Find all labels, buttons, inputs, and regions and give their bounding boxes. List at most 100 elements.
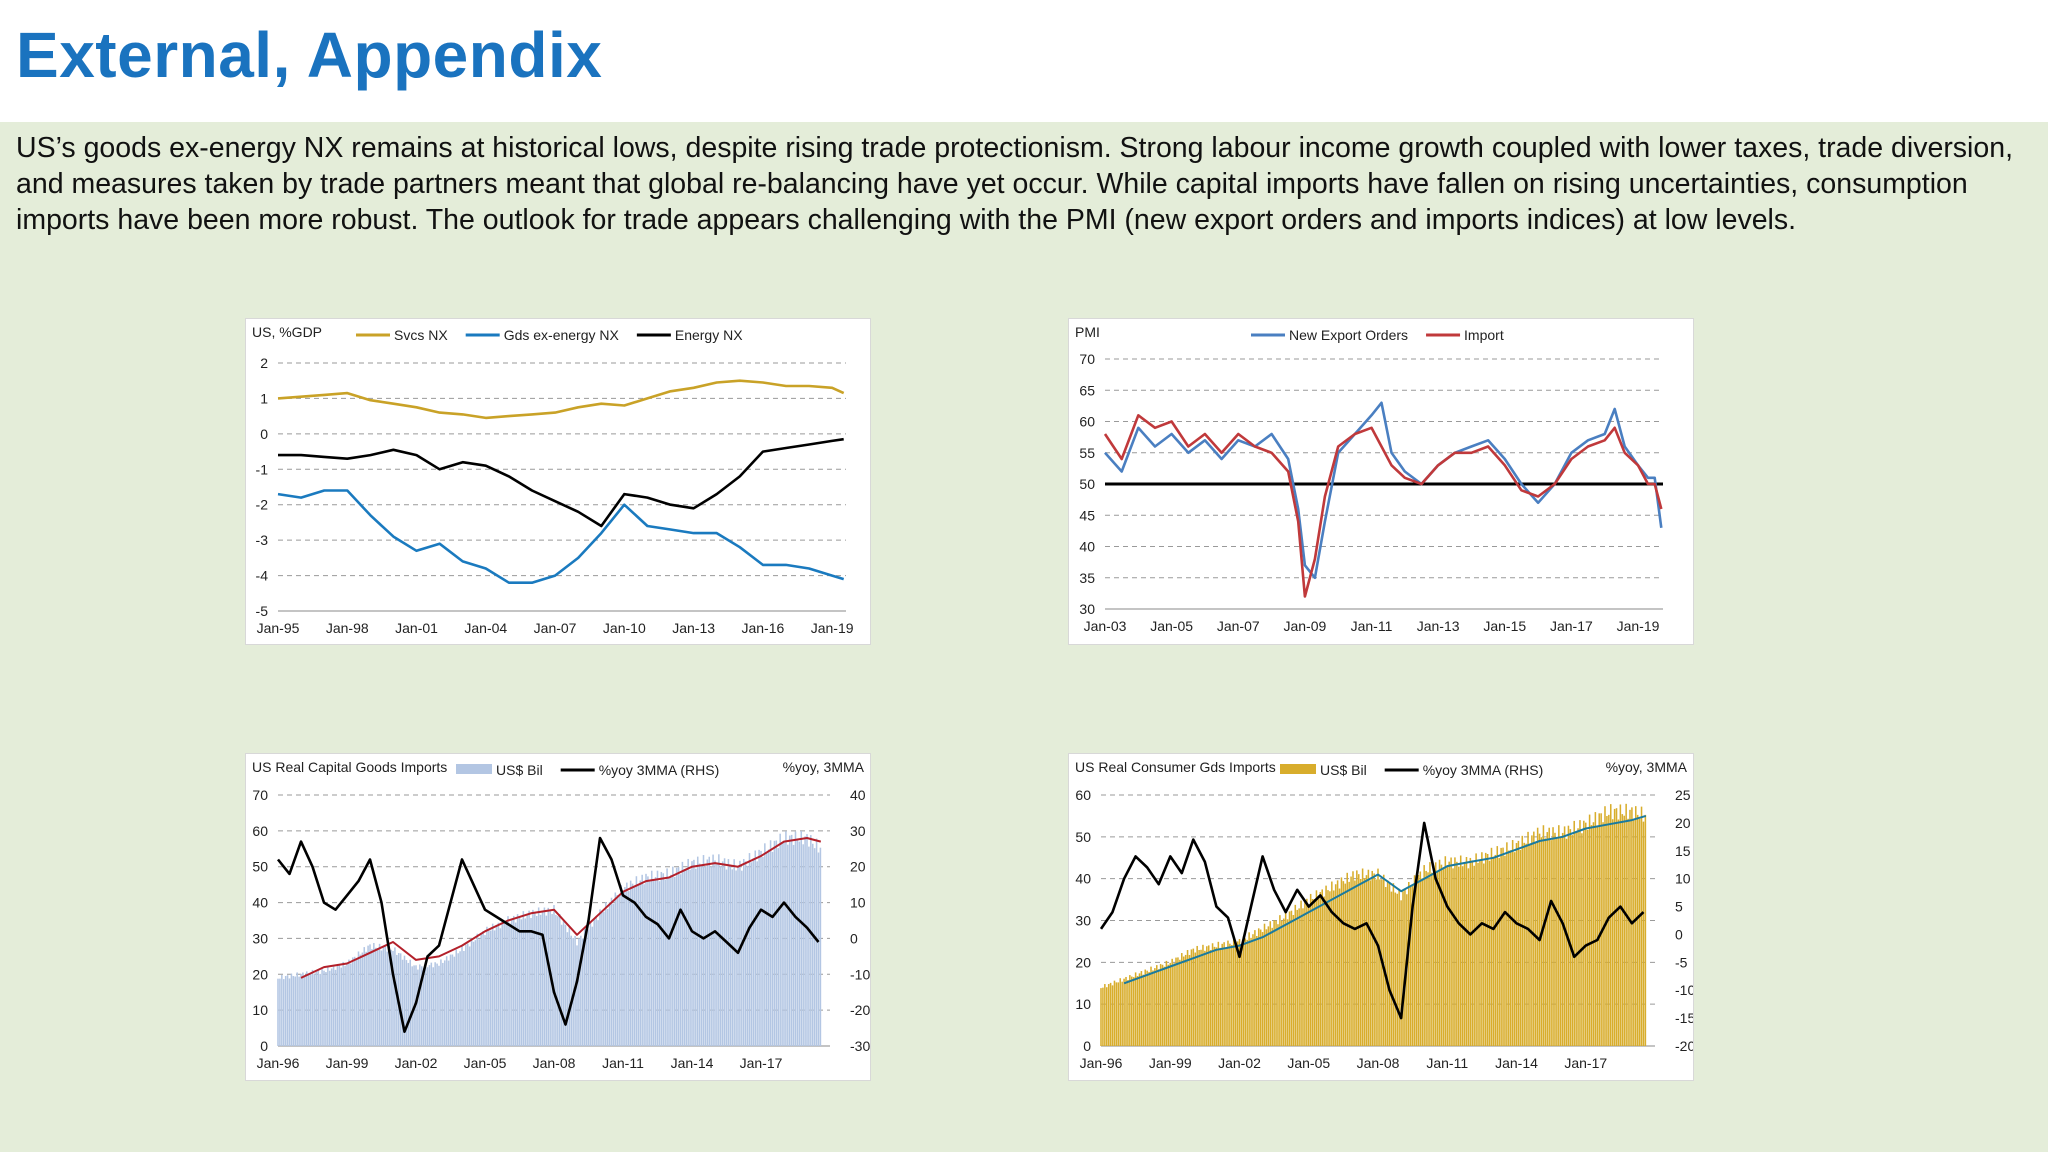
y2-tick-label: 10 <box>850 895 866 911</box>
legend-label: Gds ex-energy NX <box>504 327 620 343</box>
x-tick-label: Jan-05 <box>1150 618 1193 634</box>
legend-label: %yoy 3MMA (RHS) <box>599 762 720 778</box>
bar <box>773 840 776 1046</box>
bar <box>620 884 622 1046</box>
bar <box>294 976 297 1046</box>
bar <box>1325 885 1327 1046</box>
bar <box>451 954 454 1046</box>
bar <box>1307 904 1310 1046</box>
bar <box>1634 806 1637 1046</box>
bar <box>342 961 344 1046</box>
bar <box>658 881 661 1046</box>
bar <box>1169 962 1172 1046</box>
bar <box>1417 874 1420 1046</box>
bar <box>1198 949 1200 1046</box>
bar <box>1479 859 1481 1046</box>
bar <box>1446 866 1449 1046</box>
y-tick-label: -2 <box>256 497 269 513</box>
bar <box>1131 976 1133 1046</box>
bar <box>1434 862 1437 1046</box>
bar <box>1294 904 1297 1046</box>
bar <box>629 880 632 1046</box>
y-tick-label: 1 <box>260 390 268 406</box>
bar <box>568 927 571 1046</box>
bar <box>1475 853 1477 1046</box>
bar <box>1100 988 1102 1046</box>
bar <box>355 958 358 1046</box>
bar <box>476 933 479 1046</box>
bar <box>1415 883 1418 1046</box>
y-tick-label: 70 <box>252 787 268 803</box>
bar <box>1209 949 1212 1046</box>
bar <box>1127 980 1129 1046</box>
bar <box>430 962 433 1046</box>
y-tick-label: -4 <box>256 568 269 584</box>
x-tick-label: Jan-13 <box>1417 618 1460 634</box>
x-tick-label: Jan-11 <box>1426 1055 1468 1071</box>
bar <box>1250 937 1252 1046</box>
bar <box>532 909 534 1046</box>
bar <box>817 852 820 1046</box>
bar <box>1306 898 1308 1046</box>
bar <box>1519 849 1522 1046</box>
y2-tick-label: 5 <box>1675 899 1683 915</box>
bar <box>1602 822 1604 1046</box>
bar <box>1615 808 1618 1046</box>
bar <box>748 853 751 1046</box>
y2-tick-label: 40 <box>850 787 866 803</box>
bar <box>1398 888 1400 1046</box>
bar <box>1204 950 1206 1046</box>
bar <box>417 969 419 1046</box>
bar <box>637 884 640 1046</box>
bar <box>465 944 467 1046</box>
bar <box>1344 883 1347 1046</box>
bar <box>1379 879 1381 1046</box>
bar <box>612 903 615 1046</box>
bar <box>1159 964 1162 1046</box>
bar <box>1290 910 1293 1046</box>
bar <box>1225 947 1227 1046</box>
bar <box>1442 867 1445 1046</box>
bar <box>449 954 452 1046</box>
bar <box>704 866 707 1046</box>
bar <box>1384 887 1387 1046</box>
bar <box>497 922 500 1046</box>
bar <box>1563 826 1566 1046</box>
bar <box>376 948 379 1046</box>
bar <box>708 856 711 1046</box>
bar <box>1636 814 1639 1046</box>
y-tick-label: 60 <box>1075 787 1091 803</box>
chart-capital-panel: US Real Capital Goods Imports %yoy, 3MMA 0… <box>245 753 871 1081</box>
bar <box>1594 812 1597 1046</box>
bar <box>557 916 559 1046</box>
bar <box>731 869 734 1046</box>
bar <box>1259 929 1262 1046</box>
bar <box>503 923 505 1046</box>
y-tick-label: 30 <box>252 930 268 946</box>
bar <box>1184 954 1187 1046</box>
bar <box>369 944 371 1046</box>
bar <box>1527 831 1529 1046</box>
bar <box>1211 943 1214 1046</box>
bar <box>792 844 795 1046</box>
x-tick-label: Jan-17 <box>1550 618 1593 634</box>
bar <box>323 970 325 1046</box>
title-bar <box>0 0 2048 122</box>
bar <box>1419 871 1422 1046</box>
bar <box>1356 870 1358 1046</box>
bar <box>1148 971 1150 1046</box>
y-tick-label: 50 <box>1079 476 1095 492</box>
chart-consumer: US Real Consumer Gds Imports %yoy, 3MMA 0 1… <box>1075 759 1693 1071</box>
bar <box>608 902 611 1046</box>
bar <box>374 947 377 1046</box>
bar <box>516 914 519 1046</box>
bar <box>332 965 335 1046</box>
y2-tick-label: 30 <box>850 823 866 839</box>
bar <box>735 870 737 1046</box>
bar <box>741 870 743 1046</box>
bar <box>1157 969 1160 1046</box>
y2-tick-label: 15 <box>1675 843 1691 859</box>
bar <box>664 879 666 1046</box>
bar <box>509 923 511 1046</box>
bar <box>695 868 697 1046</box>
